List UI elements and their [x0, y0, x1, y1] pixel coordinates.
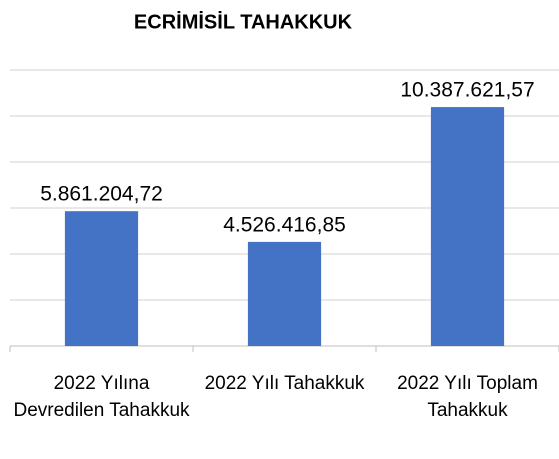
data-label: 10.387.621,57	[400, 79, 534, 102]
x-tick-label: 2022 Yılına Devredilen Tahakkuk	[13, 373, 190, 421]
bar	[64, 211, 139, 346]
data-label: 4.526.416,85	[223, 213, 346, 236]
bar	[430, 107, 505, 346]
data-label: 5.861.204,72	[40, 183, 163, 206]
bar	[247, 241, 322, 346]
x-tick-label: 2022 Yılı Toplam Tahakkuk	[397, 373, 538, 421]
chart-title: ECRİMİSİL TAHAKKUK	[134, 10, 353, 33]
x-tick-label: 2022 Yılı Tahakkuk	[204, 373, 365, 394]
